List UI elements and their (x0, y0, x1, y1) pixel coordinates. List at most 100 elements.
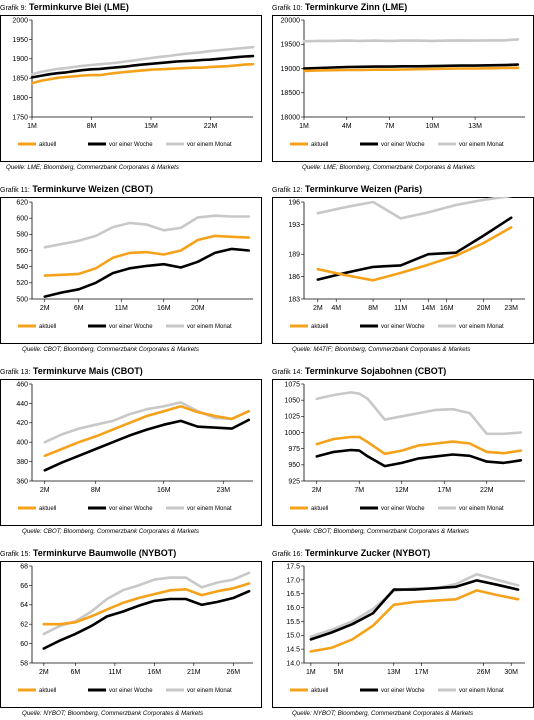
chart-panel-6: Grafik 14: Terminkurve Sojabohnen (CBOT)… (272, 366, 534, 538)
y-tick-label: 66 (20, 583, 28, 590)
series-line (43, 214, 251, 249)
series-line (315, 391, 523, 436)
figure-label: Grafik 10: (272, 5, 303, 12)
series-line (309, 573, 520, 638)
chart-title: Terminkurve Blei (LME) (28, 2, 129, 12)
panel-title: Grafik 11: Terminkurve Weizen (CBOT) (0, 184, 153, 194)
chart-frame (0, 197, 262, 344)
line-chart: 18000 18500 19000 19500 20000 1M 4M 7M 10M 13M akt… (281, 17, 525, 148)
panel-title: Grafik 10: Terminkurve Zinn (LME) (272, 2, 407, 12)
line-chart: 925 950 975 1000 1025 1050 1075 2M 7M 12M 17M 22M ak… (284, 381, 525, 512)
series-line (309, 579, 520, 641)
chart-panel-3: Grafik 11: Terminkurve Weizen (CBOT) 500… (0, 184, 262, 356)
legend-label: vor einem Monat (187, 324, 232, 330)
chart-frame (0, 15, 262, 162)
legend-label: aktuell (311, 142, 328, 148)
y-tick-label: 460 (16, 381, 28, 388)
y-tick-label: 380 (16, 459, 28, 466)
x-tick-label: 6M (74, 305, 84, 312)
x-tick-label: 1M (27, 123, 37, 130)
series-line (43, 418, 251, 472)
legend-label: vor einer Woche (381, 142, 425, 148)
y-tick-label: 620 (16, 199, 28, 206)
legend-label: vor einem Monat (187, 688, 232, 694)
y-tick-label: 360 (16, 478, 28, 485)
x-tick-label: 16M (157, 305, 171, 312)
x-tick-label: 26M (477, 669, 491, 676)
series-line (302, 63, 520, 70)
figure-label: Grafik 13: (0, 369, 31, 376)
x-tick-label: 1M (299, 123, 309, 130)
x-tick-label: 14M (422, 305, 436, 312)
series-line (316, 226, 513, 282)
series-line (43, 404, 251, 458)
chart-title: Terminkurve Weizen (CBOT) (32, 184, 154, 194)
y-tick-label: 64 (20, 602, 28, 609)
series-line (315, 448, 523, 468)
y-tick-label: 1950 (12, 37, 28, 44)
chart-panel-2: Grafik 10: Terminkurve Zinn (LME) 18000 1… (272, 2, 534, 174)
x-tick-label: 11M (108, 669, 121, 676)
x-tick-label: 8M (91, 487, 101, 494)
legend-label: aktuell (39, 324, 56, 330)
series-line (30, 45, 255, 76)
chart-frame (0, 561, 262, 708)
source-note: Quelle: LME; Bloomberg, Commerzbank Corp… (6, 164, 179, 171)
panel-title: Grafik 13: Terminkurve Mais (CBOT) (0, 366, 143, 376)
legend-label: vor einer Woche (109, 506, 153, 512)
y-tick-label: 16.5 (286, 591, 300, 598)
y-tick-label: 186 (288, 274, 300, 281)
panel-title: Grafik 15: Terminkurve Baumwolle (NYBOT) (0, 548, 176, 558)
legend-label: vor einem Monat (459, 324, 504, 330)
x-tick-label: 16M (157, 487, 171, 494)
legend-label: vor einer Woche (109, 324, 153, 330)
y-tick-label: 58 (20, 660, 28, 667)
chart-title: Terminkurve Zucker (NYBOT) (304, 548, 431, 558)
x-tick-label: 17M (415, 669, 429, 676)
x-tick-label: 8M (87, 123, 97, 130)
y-tick-label: 500 (16, 296, 28, 303)
y-tick-label: 15.5 (286, 619, 300, 626)
x-tick-label: 23M (216, 487, 230, 494)
y-tick-label: 196 (288, 199, 300, 206)
chart-panel-8: Grafik 16: Terminkurve Zucker (NYBOT) 14… (272, 548, 534, 720)
x-tick-label: 2M (313, 305, 323, 312)
figure-label: Grafik 15: (0, 551, 31, 558)
x-tick-label: 2M (40, 305, 50, 312)
y-tick-label: 440 (16, 401, 28, 408)
x-tick-label: 13M (387, 669, 401, 676)
y-tick-label: 580 (16, 232, 28, 239)
y-tick-label: 18000 (281, 114, 301, 121)
y-tick-label: 520 (16, 280, 28, 287)
source-note: Quelle: MATIF; Bloomberg, Commerzbank Co… (292, 346, 471, 353)
y-tick-label: 62 (20, 622, 28, 629)
y-tick-label: 600 (16, 216, 28, 223)
series-line (316, 197, 513, 220)
source-note: Quelle: NYBOT; Bloomberg, Commerzbank Co… (292, 710, 474, 717)
x-tick-label: 11M (115, 305, 128, 312)
legend-label: aktuell (39, 688, 56, 694)
x-tick-label: 22M (204, 123, 218, 130)
x-tick-label: 20M (191, 305, 205, 312)
y-tick-label: 1800 (12, 95, 28, 102)
x-tick-label: 11M (394, 305, 407, 312)
legend-label: vor einem Monat (187, 506, 232, 512)
y-tick-label: 19000 (281, 66, 301, 73)
x-tick-label: 22M (480, 487, 494, 494)
x-tick-label: 10M (426, 123, 440, 130)
x-tick-label: 16M (440, 305, 454, 312)
y-tick-label: 2000 (12, 17, 28, 24)
series-line (42, 582, 251, 626)
y-tick-label: 17.0 (286, 577, 300, 584)
legend-label: vor einem Monat (459, 688, 504, 694)
y-tick-label: 1750 (12, 114, 28, 121)
legend-label: vor einer Woche (109, 142, 153, 148)
legend-label: vor einer Woche (381, 688, 425, 694)
y-tick-label: 19500 (281, 42, 301, 49)
series-line (42, 571, 251, 636)
x-tick-label: 2M (39, 669, 49, 676)
line-chart: 14.0 14.5 15.0 15.5 16.0 16.5 17.0 17.5 1M 5M 13M 1… (286, 563, 525, 694)
x-tick-label: 15M (144, 123, 158, 130)
x-tick-label: 7M (385, 123, 395, 130)
x-tick-label: 20M (477, 305, 491, 312)
